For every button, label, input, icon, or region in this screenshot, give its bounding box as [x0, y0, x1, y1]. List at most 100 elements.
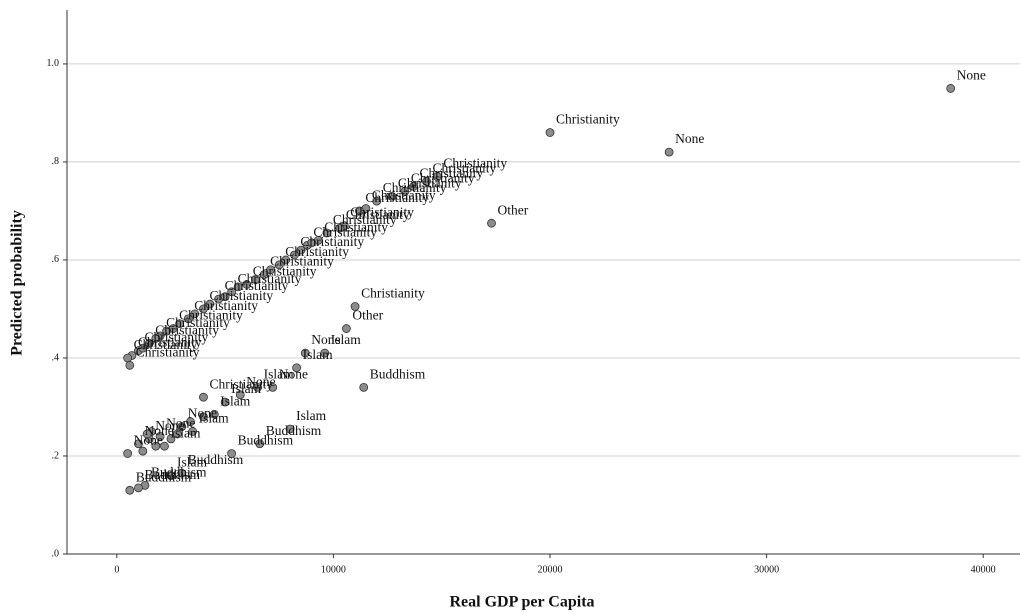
point [125, 485, 135, 495]
point-label: Christianity [155, 322, 219, 337]
point-label: Islam [331, 332, 361, 347]
point-label: Christianity [346, 207, 410, 222]
point [487, 218, 496, 228]
point [160, 441, 169, 451]
y-tick-label: .8 [52, 156, 60, 167]
point [227, 449, 237, 458]
point [166, 434, 176, 444]
point [177, 422, 187, 431]
point [123, 449, 133, 458]
point-label: Other [352, 308, 383, 323]
point-label: Christianity [420, 166, 484, 181]
y-tick-label: .6 [52, 254, 60, 265]
point [432, 172, 442, 182]
point [220, 397, 230, 407]
point-label: Christianity [372, 188, 436, 203]
point [233, 282, 243, 292]
point-label: Christianity [209, 288, 273, 303]
point-label: None [134, 433, 163, 448]
point [134, 439, 143, 449]
point [300, 348, 310, 358]
point [220, 292, 230, 302]
point [350, 302, 360, 311]
point [173, 429, 182, 439]
point-label: None [155, 418, 184, 433]
point [134, 483, 143, 493]
point [123, 353, 133, 363]
point [387, 191, 397, 201]
point-label: Christianity [350, 205, 414, 220]
point [188, 427, 198, 436]
point-label: Christianity [361, 286, 425, 301]
point [177, 468, 187, 478]
point [342, 324, 351, 333]
point-label: Christianity [313, 224, 377, 239]
point-label: Buddhism [144, 467, 200, 482]
point [335, 223, 345, 233]
point [199, 304, 208, 314]
point-label: Islam [264, 366, 294, 381]
point [274, 260, 284, 270]
point [162, 326, 172, 336]
point-label: Christianity [285, 244, 349, 259]
point [142, 429, 152, 439]
point [290, 250, 299, 260]
point [372, 196, 382, 206]
point-label: Islam [296, 408, 326, 423]
point-label: Christianity [443, 156, 507, 171]
point-label: Islam [170, 425, 200, 440]
point-label: Islam [177, 455, 207, 470]
y-tick-label: .0 [52, 548, 60, 559]
point [292, 363, 301, 373]
point-label: Islam [231, 381, 261, 396]
point [227, 287, 237, 297]
point [199, 392, 208, 402]
point-label: Christianity [333, 212, 397, 227]
point-label: Christianity [433, 161, 497, 176]
x-tick-label: 0 [114, 564, 119, 575]
x-tick-label: 20000 [537, 564, 562, 575]
point [422, 177, 431, 186]
point-label: Buddhism [238, 433, 294, 448]
point [209, 409, 219, 419]
point [251, 275, 260, 284]
point-label: Christianity [365, 190, 429, 205]
point [186, 417, 195, 427]
point-label: None [957, 68, 986, 83]
point-label: Christianity [324, 219, 388, 234]
point-label: Christianity [144, 330, 208, 345]
point-label: Christianity [398, 175, 462, 190]
point [255, 439, 265, 449]
point [281, 255, 291, 265]
point [266, 265, 275, 275]
point-label: Christianity [136, 344, 200, 359]
point [400, 186, 410, 196]
point-label: Christianity [134, 337, 198, 352]
point-label: None [188, 406, 217, 421]
point [253, 382, 263, 392]
point-label: Christianity [556, 112, 620, 127]
point-label: None [144, 423, 173, 438]
point-label: Christianity [194, 298, 258, 313]
point [268, 382, 278, 392]
point [199, 412, 208, 422]
point-label: Islam [199, 411, 229, 426]
point-label: Christianity [138, 335, 202, 350]
point-label: Christianity [411, 170, 475, 185]
y-tick-label: 1.0 [47, 58, 60, 69]
point [151, 333, 161, 343]
point [307, 238, 317, 248]
point-label: Other [498, 202, 529, 217]
point [166, 471, 176, 480]
point [664, 147, 674, 157]
point [354, 206, 364, 216]
point-label: Christianity [225, 278, 289, 293]
point-label: Buddhism [136, 469, 192, 484]
point-label: None [311, 332, 340, 347]
point-label: Christianity [270, 254, 334, 269]
point [138, 446, 148, 456]
point-label: Christianity [300, 234, 364, 249]
point [190, 309, 200, 319]
x-tick-label: 40000 [971, 564, 996, 575]
